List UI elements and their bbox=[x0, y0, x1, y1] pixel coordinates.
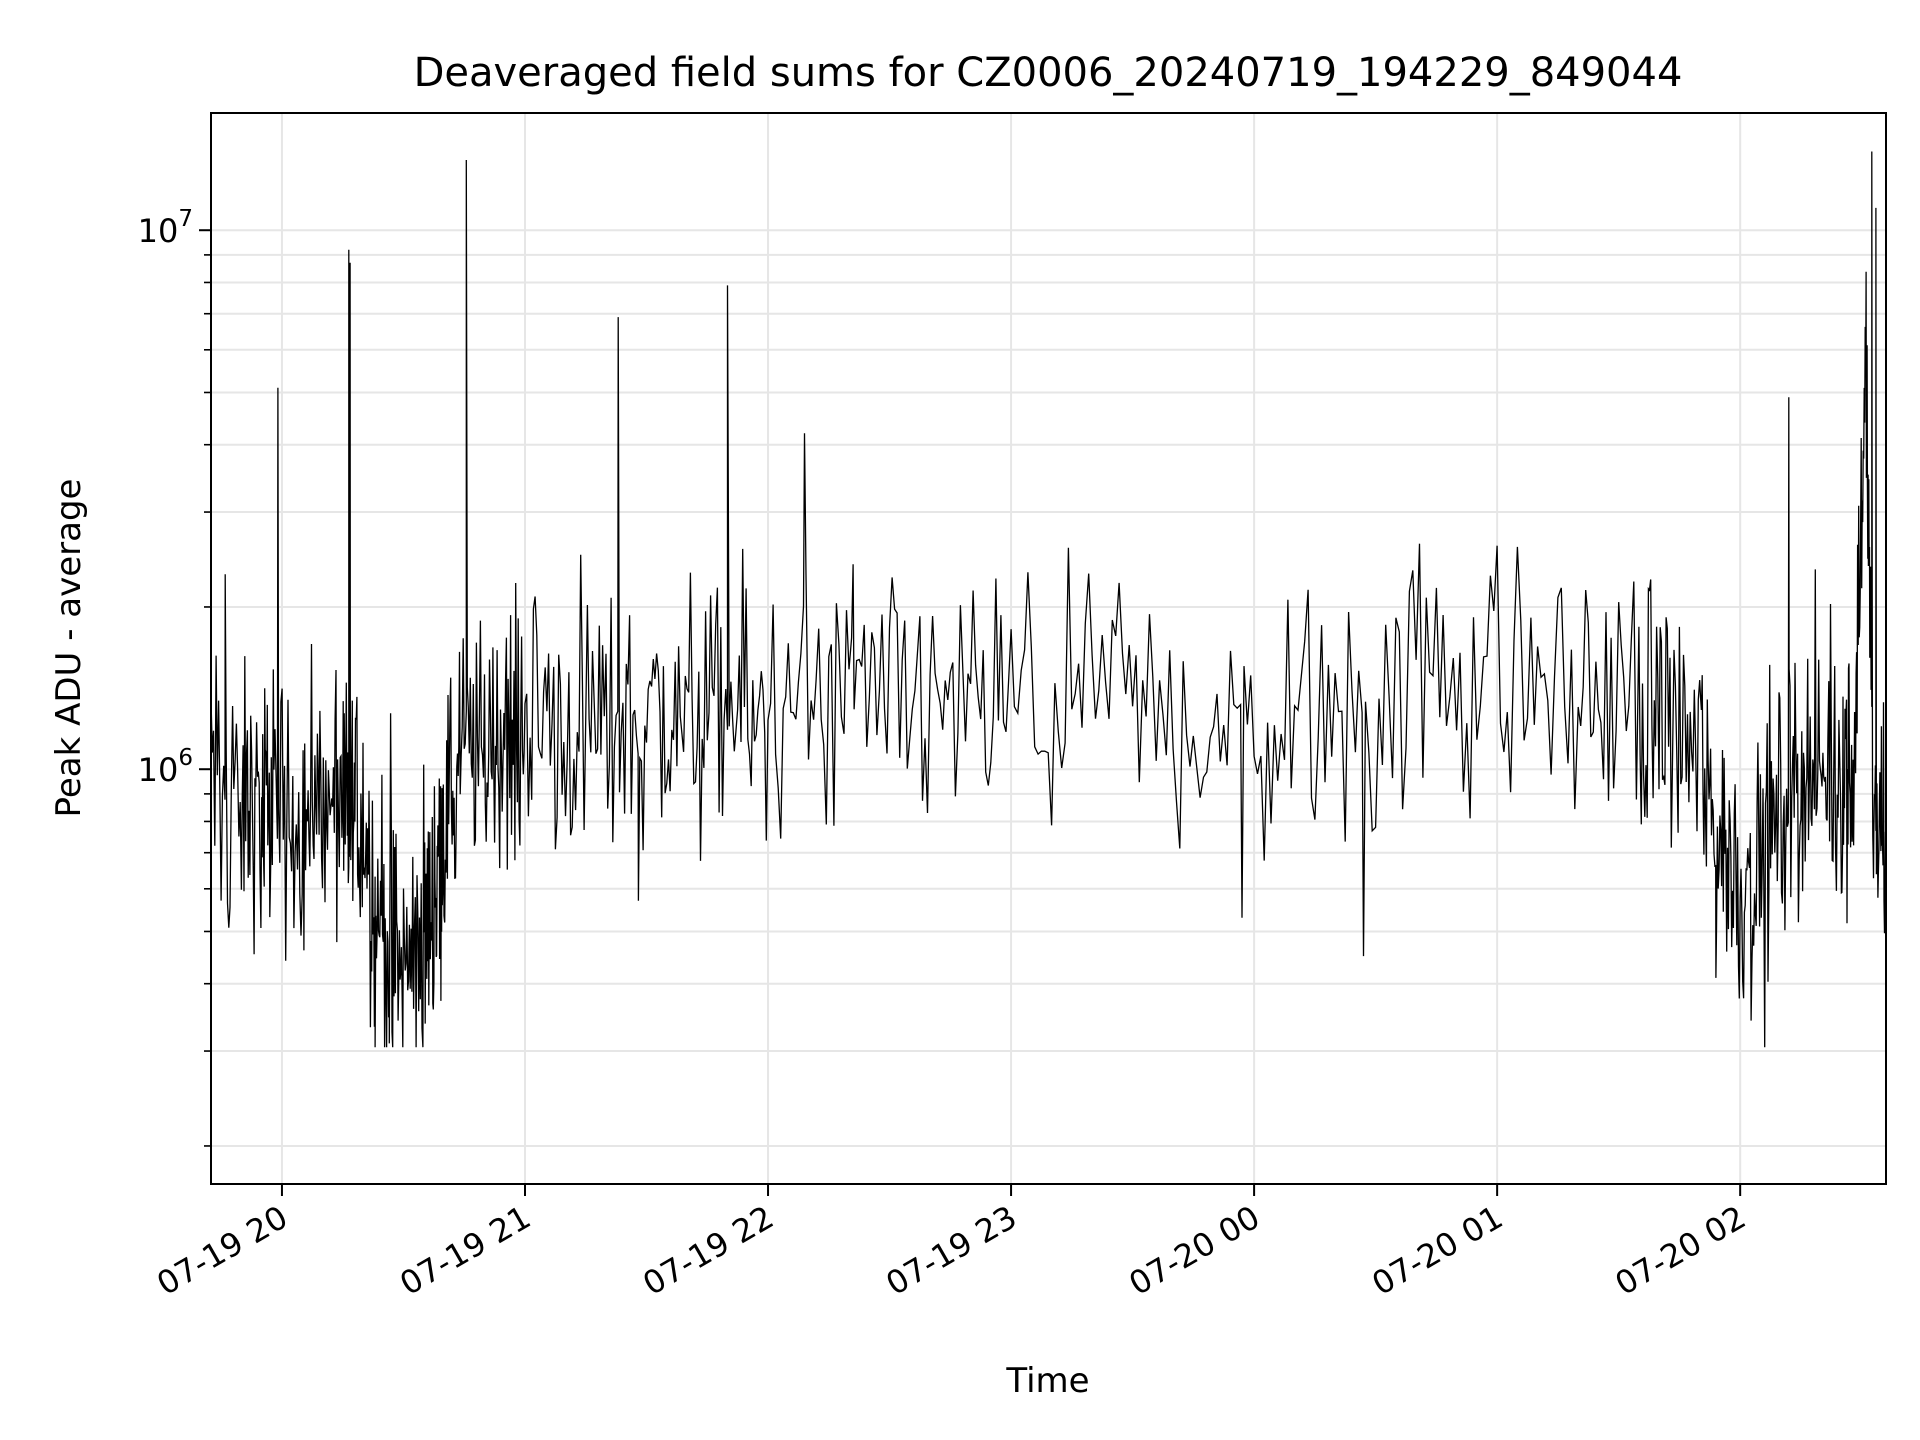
x-axis-label: Time bbox=[1005, 1361, 1089, 1401]
y-axis-label: Peak ADU - average bbox=[49, 479, 89, 818]
grid bbox=[211, 113, 1886, 1184]
plot-frame bbox=[210, 112, 1887, 1185]
chart-title: Deaveraged field sums for CZ0006_2024071… bbox=[414, 50, 1683, 96]
y-tick-label: 107 bbox=[138, 206, 193, 250]
series-line bbox=[211, 151, 1886, 1048]
y-tick-label: 106 bbox=[138, 745, 193, 789]
plot-line bbox=[211, 151, 1886, 1048]
